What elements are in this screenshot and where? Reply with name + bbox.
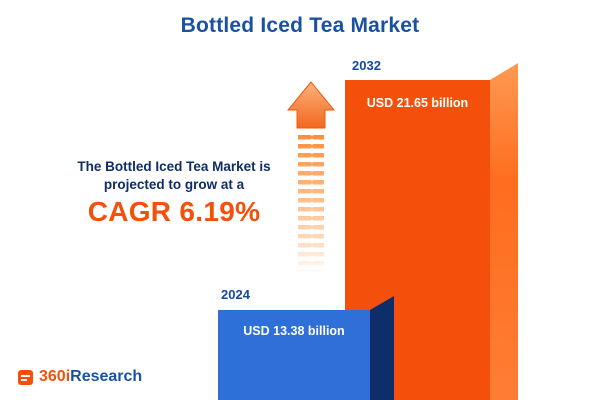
bar-value-label-2032: USD 21.65 billion [366,96,469,110]
description-line-1: The Bottled Iced Tea Market is [77,159,271,174]
brand-logo: 360iResearch [18,369,142,385]
page-title: Bottled Iced Tea Market [180,14,420,37]
growth-arrow-icon [286,81,336,271]
bar-2024 [218,296,394,400]
logo-icon [18,369,33,385]
logo-text: 360iResearch [39,369,142,385]
bar-category-label-2032: 2032 [352,58,381,73]
description-block: The Bottled Iced Tea Market is projected… [48,158,300,227]
cagr-value: CAGR 6.19% [87,196,261,227]
logo-suffix: Research [70,368,143,385]
bar-value-label-2024: USD 13.38 billion [243,324,345,338]
logo-prefix: 360i [39,368,71,385]
bar-category-label-2024: 2024 [221,287,250,302]
description-line-2: projected to grow at a [103,177,245,192]
